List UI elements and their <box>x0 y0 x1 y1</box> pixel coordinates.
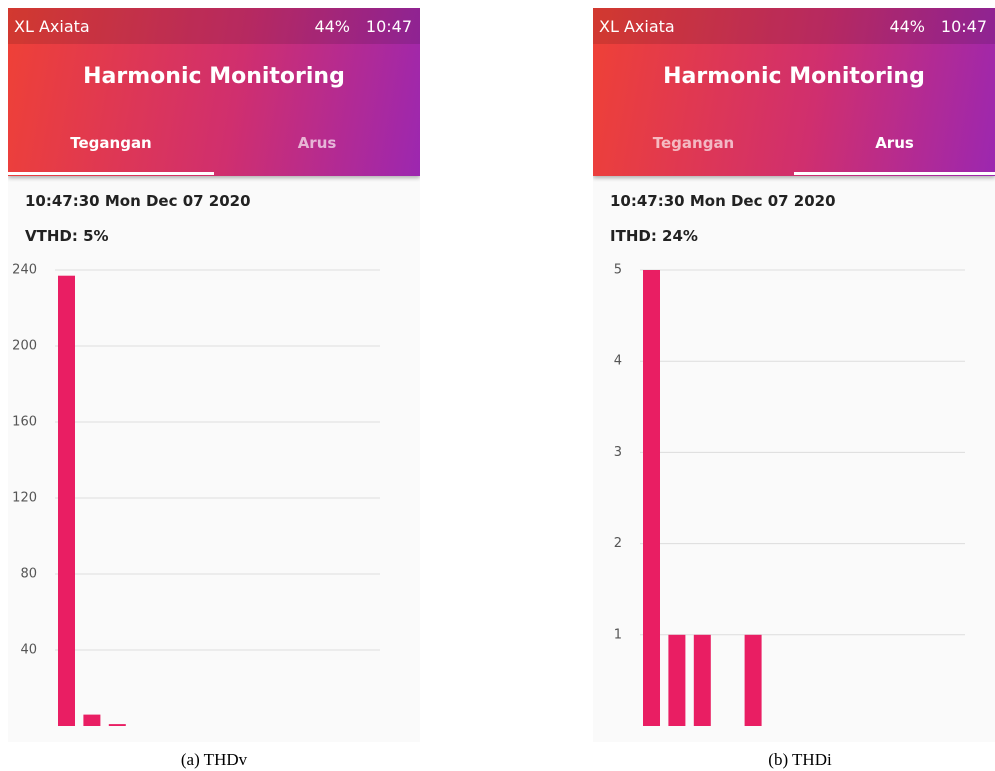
page: XL Axiata44%10:47Harmonic MonitoringTega… <box>0 0 995 771</box>
y-tick-label: 200 <box>12 339 37 354</box>
bar-chart: 1 2 3 4 5 <box>593 8 995 742</box>
bar <box>643 270 660 726</box>
bar <box>83 715 100 726</box>
y-tick-label: 5 <box>614 263 622 278</box>
y-tick-label: 40 <box>20 643 37 658</box>
bar <box>745 635 762 726</box>
caption: (b) THDi <box>650 750 950 770</box>
bar <box>668 635 685 726</box>
y-tick-label: 1 <box>614 627 622 642</box>
y-tick-label: 3 <box>614 445 622 460</box>
y-tick-label: 80 <box>20 567 37 582</box>
bar <box>109 724 126 726</box>
y-tick-label: 2 <box>614 536 622 551</box>
bar <box>694 635 711 726</box>
bar-chart: 40 80 120 160 200 240 <box>8 8 420 742</box>
caption: (a) THDv <box>64 750 364 770</box>
y-tick-label: 120 <box>12 491 37 506</box>
y-tick-label: 240 <box>12 263 37 278</box>
bar <box>58 276 75 726</box>
y-tick-label: 4 <box>614 354 622 369</box>
y-tick-label: 160 <box>12 415 37 430</box>
